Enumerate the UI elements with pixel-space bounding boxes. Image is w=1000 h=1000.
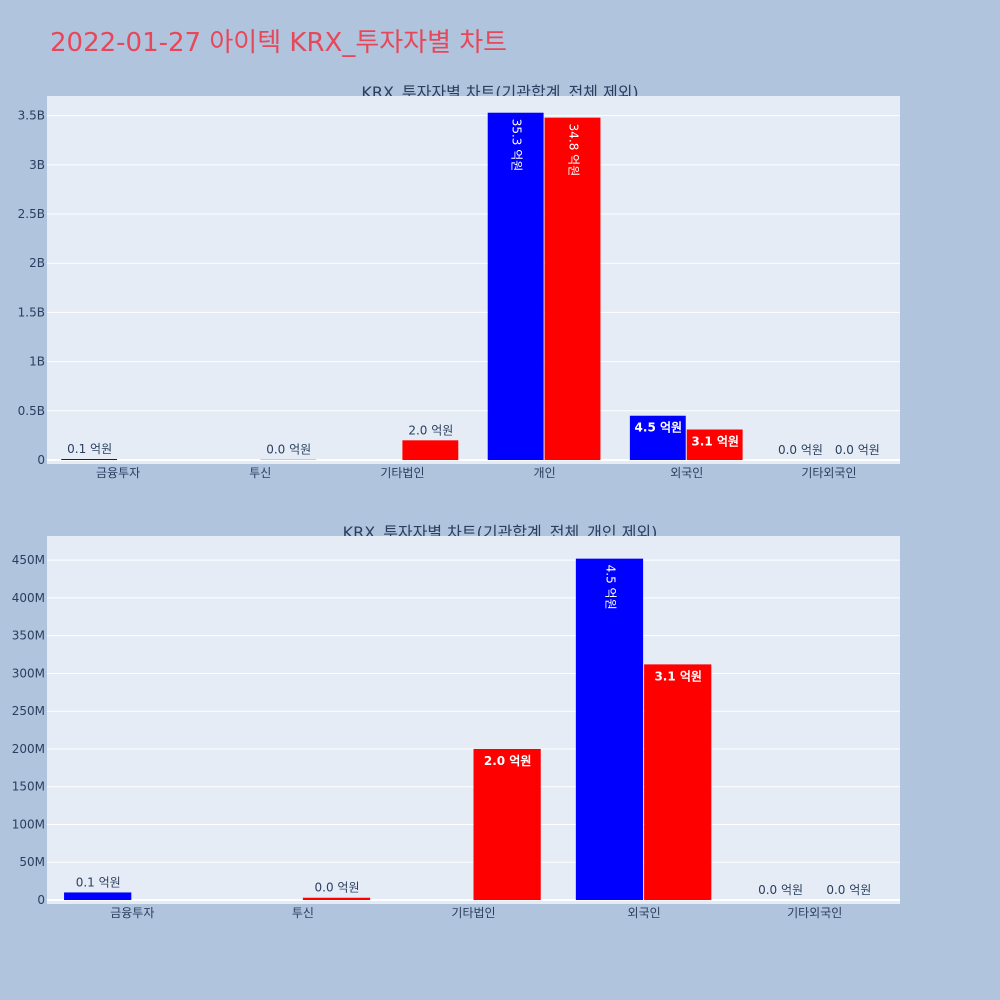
- data-label: 0.1 억원: [76, 875, 121, 889]
- bar: [686, 429, 743, 460]
- data-label: 0.1 억원: [67, 442, 112, 456]
- data-label: 0.0 억원: [315, 881, 360, 895]
- page-title: 2022-01-27 아이텍 KRX_투자자별 차트: [50, 28, 508, 58]
- data-label: 3.1 억원: [691, 435, 739, 449]
- y-tick-label: 2.5B: [18, 207, 45, 221]
- x-tick-label: 기타외국인: [787, 906, 842, 920]
- bar: [473, 748, 541, 900]
- data-label: 0.0 억원: [826, 883, 871, 897]
- data-label: 4.5 억원: [603, 565, 617, 610]
- data-label: 35.3 억원: [510, 119, 524, 172]
- y-tick-label: 100M: [12, 817, 45, 831]
- bar: [644, 664, 712, 900]
- y-tick-label: 350M: [12, 629, 45, 643]
- bar: [64, 892, 132, 900]
- x-tick-label: 외국인: [628, 906, 661, 920]
- bar: [544, 117, 601, 460]
- x-tick-label: 기타법인: [451, 906, 495, 920]
- data-label: 34.8 억원: [567, 124, 581, 177]
- bar: [402, 440, 459, 460]
- y-tick-label: 1.5B: [18, 305, 45, 319]
- y-tick-label: 300M: [12, 666, 45, 680]
- data-label: 4.5 억원: [635, 421, 683, 435]
- y-tick-label: 400M: [12, 591, 45, 605]
- y-tick-label: 0.5B: [18, 404, 45, 418]
- y-tick-label: 0: [37, 453, 45, 467]
- data-label: 2.0 억원: [484, 754, 532, 768]
- bar: [575, 558, 644, 900]
- y-tick-label: 150M: [12, 780, 45, 794]
- data-label: 0.0 억원: [778, 443, 823, 457]
- bar: [302, 897, 371, 900]
- x-tick-label: 금융투자: [110, 906, 154, 920]
- data-label: 2.0 억원: [408, 423, 453, 437]
- x-tick-label: 투신: [249, 466, 271, 480]
- x-tick-label: 기타법인: [380, 466, 424, 480]
- x-tick-label: 외국인: [670, 466, 703, 480]
- data-label: 0.0 억원: [758, 883, 803, 897]
- y-tick-label: 3B: [29, 158, 45, 172]
- data-label: 3.1 억원: [654, 669, 702, 683]
- bar: [61, 459, 118, 460]
- x-tick-label: 투신: [292, 906, 314, 920]
- y-tick-label: 2B: [29, 256, 45, 270]
- y-tick-label: 200M: [12, 742, 45, 756]
- y-tick-label: 1B: [29, 355, 45, 369]
- x-tick-label: 개인: [534, 466, 556, 480]
- plot-area: [47, 96, 900, 464]
- x-tick-label: 금융투자: [96, 466, 140, 480]
- data-label: 0.0 억원: [266, 443, 311, 457]
- y-tick-label: 0: [37, 893, 45, 907]
- data-label: 0.0 억원: [835, 443, 880, 457]
- chart-2: 0 50M 100M 150M 200M 250M 300M 350M 400M 450M 금융투자…: [12, 536, 900, 920]
- y-tick-label: 3.5B: [18, 109, 45, 123]
- x-tick-label: 기타외국인: [801, 466, 856, 480]
- bar: [487, 112, 544, 460]
- y-tick-label: 50M: [19, 855, 45, 869]
- y-tick-label: 250M: [12, 704, 45, 718]
- bar: [629, 415, 686, 460]
- y-tick-label: 450M: [12, 553, 45, 567]
